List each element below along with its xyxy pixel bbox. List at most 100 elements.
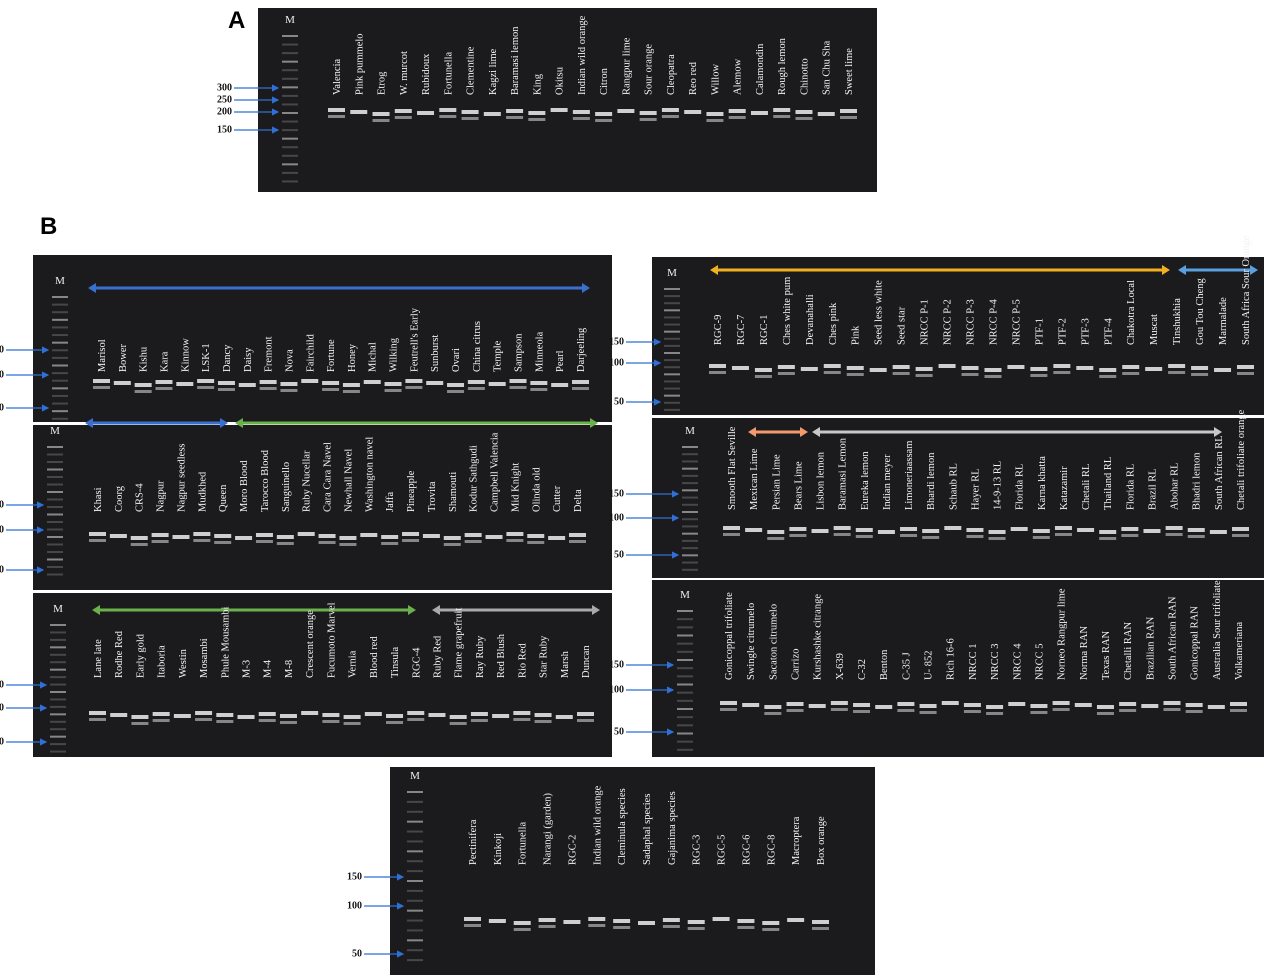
gel-band xyxy=(588,924,605,927)
lane-label: Macroptera xyxy=(791,816,802,865)
lane-label: U- 852 xyxy=(924,651,935,680)
gel-band xyxy=(135,390,152,393)
ladder-band xyxy=(677,724,693,726)
gel-band xyxy=(328,115,345,118)
ladder-band xyxy=(682,497,698,499)
lane-label: Pink xyxy=(851,325,862,345)
lane-label: Pink pummelo xyxy=(354,33,365,95)
gel-band xyxy=(402,539,419,542)
lane-label: Minneola xyxy=(534,331,545,372)
ladder-band xyxy=(47,469,63,471)
gel-band xyxy=(381,535,398,539)
gel-band xyxy=(1237,372,1254,375)
gel-band xyxy=(778,372,795,375)
lane-label: Calamondin xyxy=(755,43,766,95)
gel-band xyxy=(395,109,412,113)
lane-label: 14-9-13 RL xyxy=(993,461,1004,510)
gel-band xyxy=(1237,365,1254,369)
lane-label: Brazilian RAN xyxy=(1145,616,1156,680)
lane-label: Seed less white xyxy=(874,280,885,345)
ladder-band xyxy=(677,643,693,645)
gel-band xyxy=(506,109,523,113)
gel-band xyxy=(577,719,594,722)
ladder-band xyxy=(282,146,298,148)
ladder-band xyxy=(677,635,693,637)
gel-band xyxy=(834,533,851,536)
gel-band xyxy=(773,108,790,112)
ladder-band xyxy=(47,446,63,448)
lane-label: Trovita xyxy=(427,481,438,512)
lane-label: Sour orange xyxy=(644,44,655,95)
lane-label: PTF-4 xyxy=(1103,317,1114,345)
ladder-band xyxy=(677,626,693,628)
gel-band xyxy=(343,383,360,387)
gel-band xyxy=(319,534,336,538)
gel-band xyxy=(569,533,586,537)
gel-band xyxy=(812,529,829,533)
ladder-band xyxy=(407,929,423,931)
ladder-band xyxy=(50,676,66,678)
marker-label: M xyxy=(285,14,295,26)
ladder-band xyxy=(677,700,693,702)
marker-label: M xyxy=(680,589,690,601)
ladder-band xyxy=(407,850,423,852)
gel-band xyxy=(1076,366,1093,370)
gel-band xyxy=(1230,709,1247,712)
gel-band xyxy=(93,386,110,389)
gel-band xyxy=(569,540,586,543)
gel-band xyxy=(256,533,273,537)
gel-band xyxy=(762,921,779,925)
ladder-band xyxy=(50,698,66,700)
lane-label: South African RL xyxy=(1214,435,1225,510)
gel-band xyxy=(471,712,488,716)
gel-band xyxy=(417,111,434,115)
lane-label: Fremont xyxy=(264,336,275,372)
lane-label: Marmalade xyxy=(1218,297,1229,345)
lane-label: NRCC P-5 xyxy=(1011,299,1022,345)
gel-band xyxy=(1099,368,1116,372)
lane-label: Fortune xyxy=(326,339,337,372)
lane-label: NRCC 5 xyxy=(1034,644,1045,680)
ladder-band xyxy=(50,721,66,723)
ladder-band xyxy=(282,86,298,88)
gel-band xyxy=(870,368,887,372)
gel-band xyxy=(853,710,870,713)
marker-label: M xyxy=(50,425,60,437)
ladder-band xyxy=(677,667,693,669)
lane-label: Florida RL xyxy=(1125,464,1136,510)
lane-label: Olinda old xyxy=(531,467,542,512)
gel-band xyxy=(319,541,336,544)
gel-band xyxy=(1188,528,1205,532)
lane-label: RGC-8 xyxy=(766,835,777,865)
lane-label: Bears Lime xyxy=(793,461,804,510)
gel-band xyxy=(764,705,781,709)
ladder-band xyxy=(47,454,63,456)
lane-label: Duncan xyxy=(581,645,592,678)
gel-band xyxy=(966,535,983,538)
gel-band xyxy=(450,715,467,719)
ladder-band xyxy=(282,172,298,174)
ladder-band xyxy=(664,295,680,297)
lane-label: Pectinifera xyxy=(468,819,479,865)
ladder-band xyxy=(50,706,66,708)
gel-band xyxy=(1122,365,1139,369)
ladder-band xyxy=(50,639,66,641)
gel-band xyxy=(471,719,488,722)
gel-band xyxy=(989,537,1006,540)
lane-label: Red Blush xyxy=(496,633,507,678)
gel-band xyxy=(964,710,981,713)
gel-band xyxy=(922,536,939,539)
lane-label: Katazamir xyxy=(1059,466,1070,510)
ladder-band xyxy=(50,631,66,633)
lane-label: PTF-3 xyxy=(1080,318,1091,345)
lane-label: Westin xyxy=(178,648,189,678)
gel-band xyxy=(277,542,294,545)
ladder-band xyxy=(282,129,298,131)
gel-band xyxy=(506,116,523,119)
ladder-band xyxy=(664,352,680,354)
lane-label: Bower xyxy=(118,344,129,372)
gel-band xyxy=(89,711,106,715)
gel-band xyxy=(1053,364,1070,368)
lane-label: Honey xyxy=(347,343,358,372)
lane-label: Ray Ruby xyxy=(475,635,486,678)
